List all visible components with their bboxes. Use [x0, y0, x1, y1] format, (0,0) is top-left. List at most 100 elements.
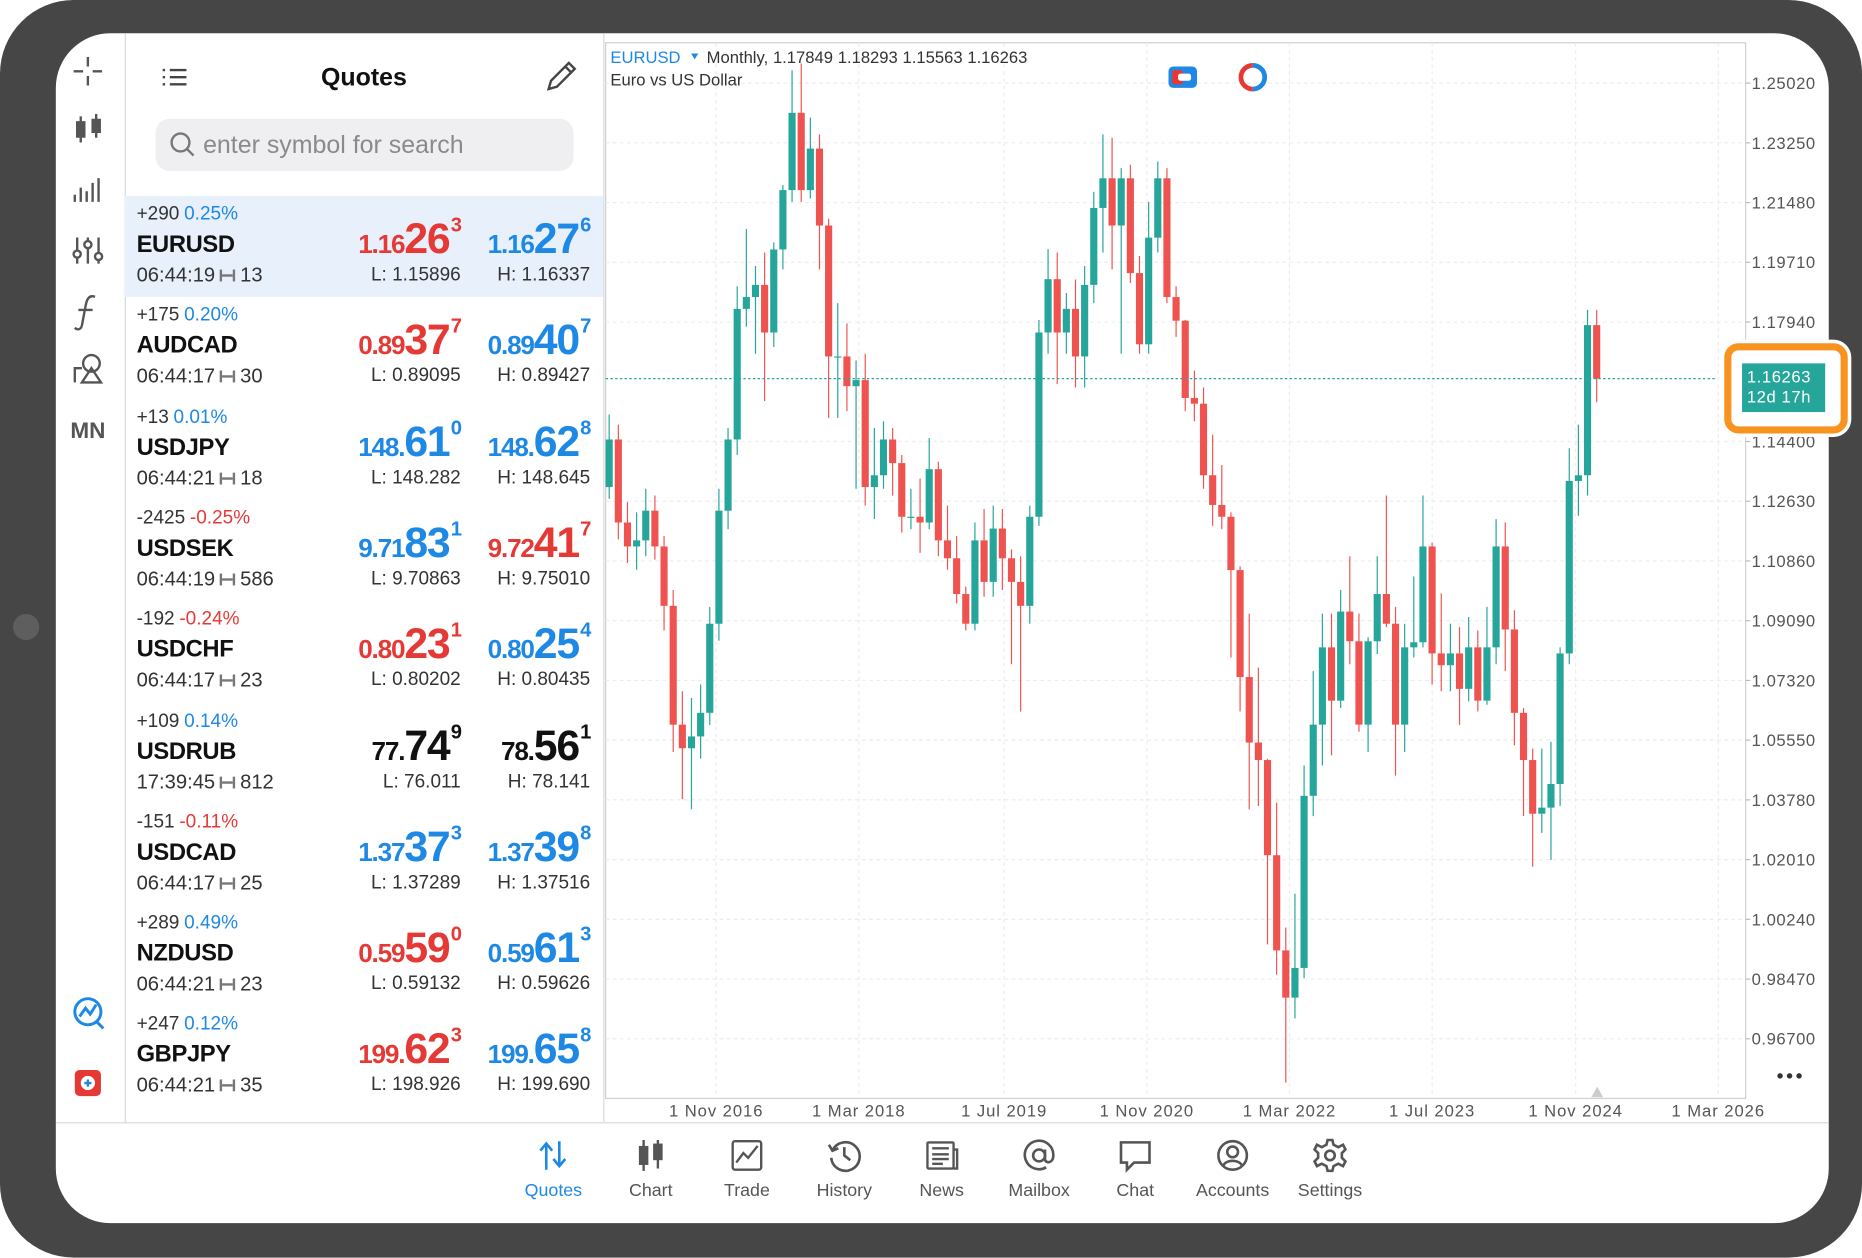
- y-tick-label: 1.10860: [1752, 552, 1816, 571]
- time: 06:44:17 25: [137, 871, 263, 895]
- y-tick-label: 1.07320: [1752, 671, 1816, 690]
- low-price: L: 198.926: [370, 1075, 461, 1096]
- change-percent: 0.01%: [173, 406, 228, 428]
- quote-row[interactable]: -151 -0.11% USDCAD 06:44:17 25 1.37373 L: 1.37…: [125, 804, 604, 905]
- y-tick-label: 1.19710: [1752, 253, 1816, 272]
- ask-pip: 8: [580, 416, 591, 439]
- ask-pip: 8: [580, 821, 591, 845]
- spread: 586: [240, 567, 274, 591]
- signals-tool[interactable]: [73, 997, 105, 1030]
- volume-tool[interactable]: [73, 178, 100, 202]
- change-points: +290: [136, 204, 180, 225]
- quote-time: 06:44:21: [136, 972, 216, 996]
- nav-trade[interactable]: Trade: [694, 1123, 801, 1223]
- spread: 30: [240, 364, 263, 388]
- timeframe-button[interactable]: MN: [70, 418, 105, 443]
- bid-pip: 0: [450, 922, 462, 946]
- list-button[interactable]: [162, 68, 187, 86]
- grid: [605, 42, 1747, 1100]
- nav-label: History: [816, 1180, 873, 1201]
- function-tool[interactable]: [73, 295, 96, 331]
- nav-quotes[interactable]: Quotes: [500, 1123, 607, 1223]
- candle-body: [1309, 724, 1317, 796]
- candle-body: [742, 297, 750, 309]
- candle-body: [834, 356, 842, 358]
- nav-label: Settings: [1297, 1180, 1363, 1201]
- quote-row[interactable]: +290 0.25% EURUSD 06:44:19 13 1.16263 L: 1.158…: [124, 195, 604, 297]
- candle-body: [1035, 332, 1043, 517]
- quote-row[interactable]: -2425 -0.25% USDSEK 06:44:19 586 9.71831 L: 9.…: [125, 500, 604, 601]
- candle-body: [1090, 207, 1098, 285]
- nav-mailbox[interactable]: Mailbox: [986, 1123, 1093, 1223]
- more-button[interactable]: [1777, 1073, 1802, 1079]
- bid-big: 74: [404, 720, 450, 769]
- change: -192 -0.24%: [137, 609, 240, 630]
- nav-news[interactable]: News: [888, 1123, 995, 1223]
- quote-row[interactable]: +109 0.14% USDRUB 17:39:45 812 77.749 L: 76.01…: [125, 702, 604, 803]
- quote-row[interactable]: +13 0.01% USDJPY 06:44:21 18 148.610 L: 148.28…: [125, 399, 604, 500]
- low-price: L: 148.282: [370, 467, 461, 488]
- candle-body: [1199, 403, 1208, 476]
- candle-body: [669, 605, 677, 725]
- nav-icon: [731, 1140, 763, 1171]
- tab-bar: Quotes Chart Trade History News Mailbox …: [55, 1122, 1829, 1223]
- chart-type-tool[interactable]: [76, 114, 101, 143]
- symbol: USDCAD: [136, 839, 237, 866]
- one-click-button[interactable]: [1168, 66, 1198, 88]
- candle-body: [925, 469, 933, 523]
- candle-body: [1327, 647, 1336, 701]
- spread: 18: [240, 466, 263, 489]
- ask-big: 65: [533, 1024, 580, 1073]
- symbol-dropdown[interactable]: [691, 53, 699, 60]
- nav-history[interactable]: History: [791, 1123, 898, 1223]
- candle-body: [1300, 795, 1308, 968]
- ask-big: 27: [533, 213, 580, 263]
- candle-body: [642, 510, 650, 541]
- candle-body: [1081, 284, 1089, 357]
- nav-chat[interactable]: Chat: [1082, 1123, 1189, 1223]
- candle-body: [1437, 653, 1445, 666]
- objects-tool[interactable]: [73, 353, 104, 384]
- quote-row[interactable]: -192 -0.24% USDCHF 06:44:17 23 0.80231 L: 0.80…: [125, 601, 604, 702]
- candle-body: [660, 546, 668, 606]
- quote-row[interactable]: +175 0.20% AUDCAD 06:44:17 30 0.89377 L: 0.890…: [125, 297, 604, 398]
- quote-row[interactable]: +289 0.49% NZDUSD 06:44:21 23 0.59590 L: 0.591…: [125, 905, 604, 1006]
- candle-body: [1117, 178, 1125, 226]
- bid-big: 83: [404, 517, 450, 567]
- home-button[interactable]: [13, 613, 40, 641]
- candle-body: [1053, 279, 1061, 333]
- candle-body: [1181, 320, 1189, 398]
- ask-prefix: 0.89: [487, 330, 535, 361]
- panel-header-icons: [162, 61, 577, 91]
- nav-accounts[interactable]: Accounts: [1179, 1123, 1286, 1223]
- candle-body: [1410, 642, 1418, 648]
- bid-price: 148.610: [358, 418, 462, 463]
- bid-price: 0.89377: [358, 316, 462, 362]
- candle-body: [879, 439, 888, 476]
- quote-row[interactable]: +247 0.12% GBPJPY 06:44:21 35 199.623 L: 198.9…: [125, 1006, 604, 1107]
- nav-icon: [1217, 1139, 1249, 1171]
- edit-button[interactable]: [546, 61, 577, 91]
- y-tick-label: 1.14400: [1752, 432, 1816, 451]
- candle-body: [943, 540, 952, 559]
- ask-price: 148.628: [488, 418, 592, 463]
- candle-body: [1428, 546, 1436, 654]
- quotes-panel: Quotes enter symbol for search +290 0.25%…: [124, 33, 605, 1123]
- low-price: L: 0.59132: [370, 973, 461, 995]
- symbol: USDCHF: [136, 636, 234, 663]
- change: +290 0.25%: [137, 204, 238, 225]
- crosshair-tool[interactable]: [73, 57, 103, 86]
- ask-prefix: 78.: [500, 735, 535, 766]
- symbol[interactable]: EURUSD: [610, 48, 680, 67]
- trading-tool[interactable]: [74, 1069, 101, 1097]
- low-price: L: 1.37289: [370, 872, 461, 893]
- indicators-tool[interactable]: [72, 237, 104, 264]
- candle-body: [678, 724, 686, 749]
- trade-levels-button[interactable]: [1238, 62, 1267, 92]
- nav-chart[interactable]: Chart: [597, 1123, 704, 1223]
- x-tick-label: 1 Jul 2019: [961, 1101, 1047, 1120]
- search-box[interactable]: enter symbol for search: [155, 118, 574, 171]
- candle-body: [1154, 178, 1162, 238]
- nav-settings[interactable]: Settings: [1277, 1123, 1384, 1223]
